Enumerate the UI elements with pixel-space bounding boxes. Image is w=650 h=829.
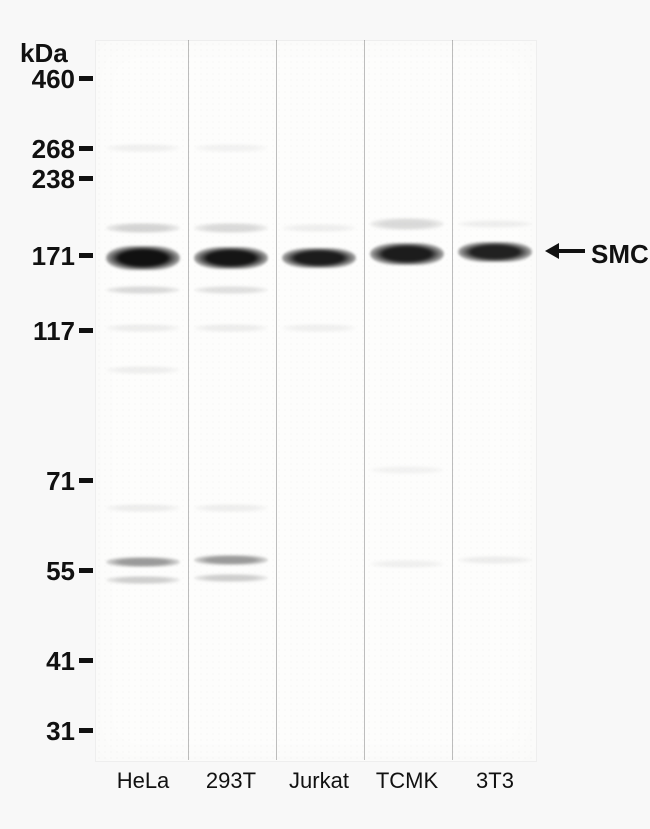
mw-marker-label: 460: [32, 64, 75, 95]
mw-marker-label: 238: [32, 164, 75, 195]
band: [106, 246, 180, 270]
mw-marker-tick: [79, 76, 93, 81]
lane-divider: [188, 40, 189, 760]
lane-label: HeLa: [100, 768, 186, 794]
band: [106, 366, 180, 374]
band: [370, 560, 444, 568]
lane-divider: [452, 40, 453, 760]
band: [106, 144, 180, 152]
band: [194, 574, 268, 582]
band: [106, 557, 180, 567]
band: [194, 324, 268, 332]
mw-marker-label: 71: [46, 466, 75, 497]
band: [282, 324, 356, 332]
band: [106, 286, 180, 294]
mw-marker-tick: [79, 658, 93, 663]
target-name: SMC1: [591, 239, 650, 270]
band: [282, 248, 356, 268]
band: [370, 466, 444, 474]
band: [370, 218, 444, 230]
band: [194, 286, 268, 294]
band: [194, 223, 268, 233]
mw-marker-label: 117: [33, 316, 75, 347]
arrow-left-icon: [545, 239, 585, 270]
mw-marker-tick: [79, 176, 93, 181]
band: [106, 576, 180, 584]
band: [194, 144, 268, 152]
band: [458, 242, 532, 262]
mw-marker-tick: [79, 728, 93, 733]
mw-marker-label: 268: [32, 134, 75, 165]
target-band-label: SMC1: [545, 239, 650, 270]
mw-marker-label: 55: [46, 556, 75, 587]
mw-marker-tick: [79, 328, 93, 333]
mw-marker-label: 31: [46, 716, 75, 747]
band: [370, 243, 444, 265]
mw-marker-label: 41: [46, 646, 75, 677]
lane-divider: [276, 40, 277, 760]
western-blot-figure: kDa 46026823817111771554131 HeLa293TJurk…: [0, 0, 650, 829]
band: [194, 555, 268, 565]
band: [106, 223, 180, 233]
mw-marker-label: 171: [32, 241, 75, 272]
band: [194, 247, 268, 269]
mw-marker-tick: [79, 568, 93, 573]
mw-marker-tick: [79, 478, 93, 483]
mw-marker-tick: [79, 146, 93, 151]
lane-divider: [364, 40, 365, 760]
lane-label: Jurkat: [276, 768, 362, 794]
lane-label: 293T: [188, 768, 274, 794]
band: [458, 556, 532, 564]
lane-label: 3T3: [452, 768, 538, 794]
band: [106, 324, 180, 332]
band: [194, 504, 268, 512]
lane-label: TCMK: [364, 768, 450, 794]
band: [458, 220, 532, 228]
mw-marker-tick: [79, 253, 93, 258]
band: [106, 504, 180, 512]
band: [282, 224, 356, 232]
